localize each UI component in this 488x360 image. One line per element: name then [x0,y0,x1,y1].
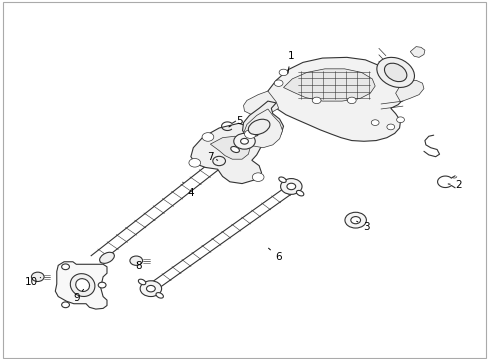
Polygon shape [55,262,107,309]
Ellipse shape [100,252,114,264]
Circle shape [130,256,142,265]
Circle shape [146,285,155,292]
Text: 3: 3 [356,221,369,231]
Circle shape [344,212,366,228]
Ellipse shape [138,279,145,285]
Ellipse shape [76,279,89,292]
Polygon shape [243,91,278,116]
Ellipse shape [278,177,285,183]
Polygon shape [409,46,424,57]
Text: 2: 2 [447,180,462,190]
Ellipse shape [230,147,239,153]
Circle shape [61,302,69,308]
Text: 1: 1 [287,51,294,73]
Polygon shape [264,57,405,141]
Ellipse shape [248,119,269,135]
Circle shape [188,158,200,167]
Circle shape [252,173,264,181]
Circle shape [350,217,360,224]
Circle shape [61,264,69,270]
Circle shape [370,120,378,126]
Text: 10: 10 [24,277,41,287]
Ellipse shape [376,57,414,87]
Polygon shape [190,123,261,184]
Circle shape [274,80,283,86]
Circle shape [312,97,321,104]
Circle shape [202,133,213,141]
Text: 5: 5 [228,116,243,127]
Text: 8: 8 [135,261,142,271]
Circle shape [98,282,106,288]
Ellipse shape [296,190,303,196]
Circle shape [212,156,225,166]
Circle shape [31,272,44,282]
Circle shape [233,134,255,149]
Circle shape [244,130,256,138]
Text: 7: 7 [206,152,217,162]
Circle shape [346,97,355,104]
Circle shape [386,124,394,130]
Polygon shape [242,101,283,142]
Text: 9: 9 [73,289,83,303]
Ellipse shape [249,130,258,136]
Circle shape [286,183,295,190]
Text: 6: 6 [268,248,282,262]
Ellipse shape [70,274,95,297]
Circle shape [279,69,287,76]
Ellipse shape [384,63,406,82]
Polygon shape [283,69,374,101]
Ellipse shape [156,293,163,298]
Circle shape [280,179,302,194]
Circle shape [396,117,404,123]
Text: 4: 4 [183,182,194,198]
Polygon shape [210,136,250,159]
Circle shape [240,138,248,144]
Polygon shape [395,80,423,102]
Polygon shape [243,109,282,148]
Circle shape [140,281,161,297]
